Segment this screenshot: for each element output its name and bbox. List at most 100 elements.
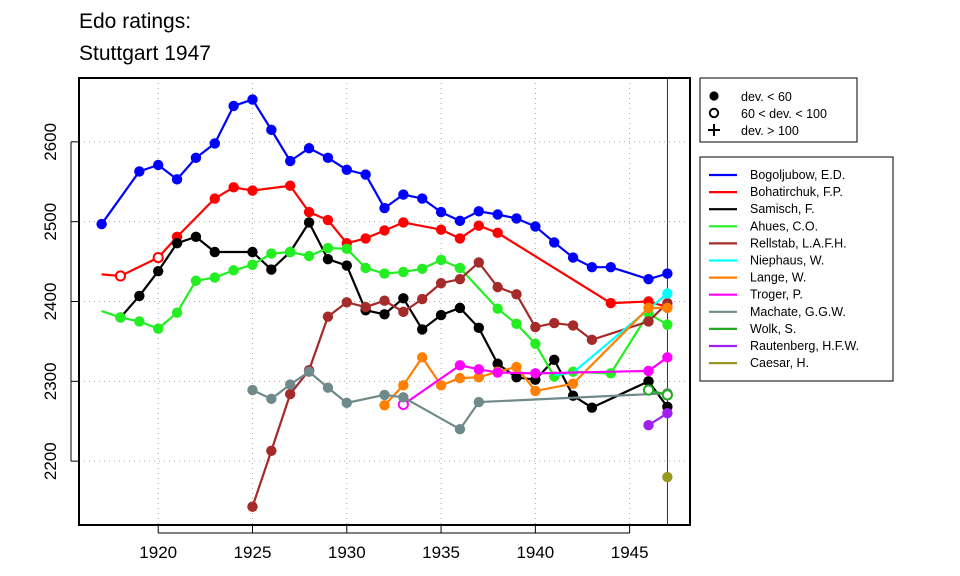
data-point bbox=[341, 297, 352, 308]
data-point bbox=[605, 261, 616, 273]
series-legend: Bogoljubow, E.D. Bohatirchuk, F.P. Samisch… bbox=[699, 156, 894, 382]
data-point bbox=[115, 312, 126, 323]
data-point bbox=[473, 206, 484, 217]
data-point bbox=[153, 265, 164, 277]
data-point bbox=[417, 293, 428, 305]
series-line bbox=[100, 98, 668, 281]
data-point bbox=[643, 420, 654, 431]
legend-entry-label: Ahues, C.O. bbox=[750, 219, 818, 233]
data-point bbox=[398, 189, 409, 200]
data-point bbox=[360, 301, 371, 313]
data-point bbox=[153, 323, 164, 334]
data-point bbox=[303, 250, 315, 262]
data-point bbox=[228, 265, 239, 276]
data-point bbox=[153, 159, 164, 171]
data-point bbox=[643, 273, 654, 285]
data-point bbox=[322, 214, 334, 226]
x-tick-label: 1940 bbox=[516, 543, 554, 562]
legend-entry-label: Rellstab, L.A.F.H. bbox=[750, 236, 847, 250]
data-point bbox=[303, 366, 315, 377]
data-point bbox=[662, 352, 673, 363]
data-point bbox=[285, 180, 296, 191]
data-point bbox=[209, 138, 220, 149]
y-tick-label: 2200 bbox=[41, 442, 60, 480]
legend-entry-label: Niephaus, W. bbox=[750, 254, 824, 268]
data-point bbox=[341, 164, 352, 175]
data-point bbox=[266, 445, 277, 456]
data-point bbox=[662, 408, 673, 419]
series-ahues bbox=[101, 242, 673, 382]
data-point bbox=[285, 379, 296, 390]
marker-legend-label: 60 < dev. < 100 bbox=[741, 107, 827, 121]
x-axis: 1920 1925 1930 1935 1940 1945 bbox=[139, 525, 649, 562]
marker-legend: dev. < 60 60 < dev. < 100 dev. > 100 bbox=[699, 77, 858, 143]
data-point bbox=[285, 155, 296, 167]
data-point bbox=[530, 368, 541, 379]
data-point bbox=[567, 320, 579, 331]
series-line bbox=[101, 246, 668, 378]
legend-entry-label: Rautenberg, H.F.W. bbox=[750, 339, 859, 353]
data-point bbox=[398, 217, 409, 228]
data-point bbox=[247, 246, 258, 258]
data-point bbox=[152, 251, 164, 264]
data-point bbox=[643, 365, 654, 377]
y-axis: 2200 2300 2400 2500 2600 bbox=[41, 123, 79, 480]
data-point bbox=[379, 268, 390, 279]
data-point bbox=[417, 193, 428, 204]
data-point bbox=[492, 209, 503, 220]
data-point bbox=[360, 169, 371, 180]
data-point bbox=[511, 361, 522, 373]
data-point bbox=[661, 389, 673, 401]
data-point bbox=[209, 193, 220, 204]
data-point bbox=[398, 380, 409, 391]
data-point bbox=[398, 306, 409, 318]
data-point bbox=[379, 295, 390, 306]
legend-entry-label: Bogoljubow, E.D. bbox=[750, 168, 845, 182]
data-point bbox=[511, 213, 522, 224]
data-point bbox=[473, 372, 484, 383]
data-point bbox=[530, 338, 541, 350]
legend-entry-label: Samisch, F. bbox=[750, 202, 815, 216]
data-point bbox=[322, 242, 334, 254]
data-point bbox=[454, 233, 466, 244]
y-tick-label: 2600 bbox=[41, 123, 60, 161]
series-line bbox=[383, 306, 668, 407]
data-point bbox=[379, 400, 390, 411]
data-point bbox=[454, 215, 466, 227]
x-tick-label: 1945 bbox=[611, 543, 649, 562]
data-point bbox=[322, 382, 334, 393]
data-point bbox=[228, 100, 239, 112]
data-point bbox=[322, 253, 334, 265]
data-point bbox=[643, 302, 654, 314]
data-point bbox=[247, 185, 258, 196]
series-bogoljubow bbox=[96, 94, 673, 285]
data-point bbox=[322, 311, 334, 322]
data-point bbox=[190, 275, 202, 286]
series-troger bbox=[397, 352, 673, 411]
chart-title-line-2: Stuttgart 1947 bbox=[79, 42, 211, 65]
data-point bbox=[586, 334, 598, 346]
data-point bbox=[473, 220, 484, 231]
legend-entry-label: Caesar, H. bbox=[750, 356, 809, 370]
data-point bbox=[435, 254, 447, 266]
data-point bbox=[530, 321, 541, 333]
data-point bbox=[435, 206, 447, 218]
data-point bbox=[379, 309, 390, 320]
series-samisch bbox=[115, 217, 673, 413]
data-point bbox=[285, 388, 296, 400]
data-point bbox=[567, 390, 579, 401]
data-point bbox=[492, 358, 503, 369]
data-point bbox=[247, 94, 258, 105]
data-point bbox=[303, 143, 315, 154]
data-point bbox=[492, 303, 503, 314]
series-wolk bbox=[642, 384, 673, 401]
data-point bbox=[303, 206, 315, 218]
data-point bbox=[247, 259, 258, 270]
data-point bbox=[360, 233, 371, 244]
data-point bbox=[454, 372, 466, 384]
y-tick-label: 2300 bbox=[41, 362, 60, 400]
y-tick-label: 2500 bbox=[41, 203, 60, 241]
data-point bbox=[530, 221, 541, 232]
data-point bbox=[642, 384, 655, 396]
